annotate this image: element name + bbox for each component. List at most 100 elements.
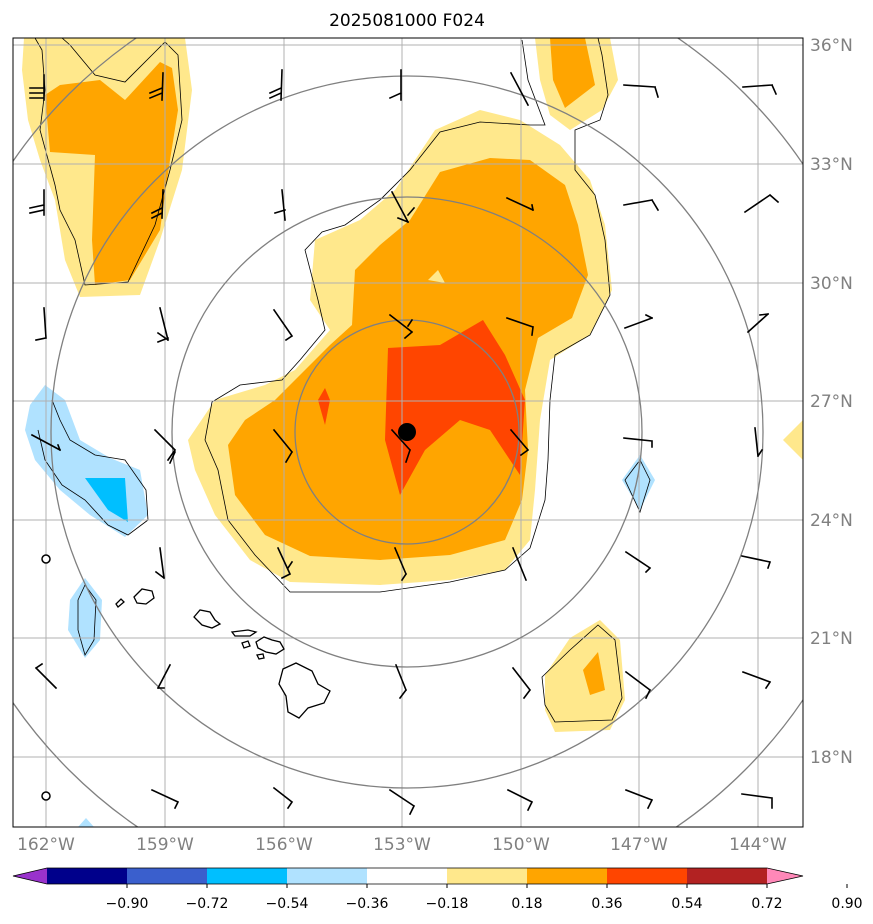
wind-barb bbox=[746, 312, 770, 334]
colorbar-tick-label: 0.18 bbox=[511, 896, 542, 912]
shade-yellow-edge-east bbox=[783, 420, 803, 460]
wind-barb bbox=[156, 663, 172, 690]
island-hawaii bbox=[278, 662, 331, 719]
lon-label-156w: 156°W bbox=[255, 835, 313, 855]
wind-barb bbox=[511, 666, 532, 700]
colorbar-tick-label: 0.36 bbox=[591, 896, 622, 912]
colorbar-segment bbox=[607, 868, 688, 884]
colorbar: −0.90 −0.72 −0.54 −0.36 −0.18 0.18 0.36 0.54 0.7… bbox=[12, 867, 863, 912]
range-ring-2 bbox=[171, 196, 643, 668]
wind-barb bbox=[742, 83, 778, 96]
wind-barb bbox=[29, 189, 45, 216]
island-kahoolawe bbox=[256, 653, 265, 660]
wind-barb bbox=[272, 428, 294, 464]
shade-red-small bbox=[318, 388, 330, 425]
small-islands bbox=[41, 554, 51, 801]
wind-barb bbox=[274, 189, 286, 221]
colorbar-segment bbox=[47, 868, 128, 884]
colorbar-tick-label: −0.72 bbox=[186, 896, 229, 912]
wind-barb bbox=[388, 69, 403, 101]
shade-yellow-notch bbox=[428, 270, 445, 283]
wind-barb bbox=[34, 662, 58, 690]
contour-east-blue bbox=[624, 459, 651, 514]
colorbar-segment bbox=[527, 868, 608, 884]
lon-label-147w: 147°W bbox=[610, 835, 668, 855]
wind-barb bbox=[623, 313, 654, 330]
colorbar-tick-label: 0.72 bbox=[751, 896, 782, 912]
wind-barb bbox=[393, 546, 408, 582]
contour-top bbox=[204, 38, 611, 593]
shaded-fields bbox=[22, 38, 803, 827]
wind-barb bbox=[623, 198, 660, 212]
island-niihau bbox=[115, 598, 125, 608]
wind-barb bbox=[754, 427, 764, 458]
range-ring-1 bbox=[294, 319, 520, 545]
wind-barb bbox=[741, 670, 772, 690]
colorbar-segment bbox=[687, 868, 768, 884]
colorbar-segment bbox=[207, 868, 288, 884]
contour-se bbox=[541, 624, 623, 723]
wind-barb bbox=[156, 307, 170, 344]
shade-skyblue-west bbox=[85, 478, 128, 522]
colorbar-tick-label: 0.90 bbox=[831, 896, 862, 912]
lon-label-162w: 162°W bbox=[17, 835, 75, 855]
island-maui bbox=[255, 636, 285, 655]
colorbar-outline bbox=[12, 867, 804, 885]
shade-red-central bbox=[385, 320, 525, 495]
lon-labels: 162°W 159°W 156°W 153°W 150°W 147°W 144°… bbox=[17, 835, 787, 855]
wind-barb bbox=[509, 71, 530, 107]
lat-label-21n: 21°N bbox=[810, 629, 853, 649]
colorbar-segment bbox=[447, 868, 528, 884]
wind-barb bbox=[394, 663, 408, 700]
lat-label-36n: 36°N bbox=[810, 36, 853, 56]
colorbar-segment bbox=[287, 868, 368, 884]
wind-barb bbox=[388, 313, 414, 340]
colorbar-extend-low bbox=[13, 868, 47, 884]
wind-barb bbox=[505, 316, 535, 336]
wind-barb bbox=[35, 307, 47, 341]
range-ring-3 bbox=[50, 75, 764, 789]
lat-label-30n: 30°N bbox=[810, 274, 853, 294]
wind-barb bbox=[623, 84, 659, 98]
wind-barb bbox=[30, 433, 62, 452]
lat-label-18n: 18°N bbox=[810, 748, 853, 768]
wind-barb bbox=[624, 788, 654, 810]
lat-labels: 36°N 33°N 30°N 27°N 24°N 21°N 18°N bbox=[810, 36, 853, 768]
plot-frame bbox=[12, 37, 804, 828]
wind-barb bbox=[272, 308, 294, 342]
wind-barb bbox=[29, 74, 45, 101]
wind-barb bbox=[150, 189, 164, 220]
lon-label-144w: 144°W bbox=[729, 835, 787, 855]
island-dot-2 bbox=[41, 791, 51, 801]
wind-barb bbox=[154, 547, 166, 580]
island-dot-1 bbox=[41, 554, 51, 564]
wind-barb bbox=[509, 428, 530, 457]
wind-barb bbox=[148, 72, 164, 101]
island-lanai bbox=[241, 640, 251, 649]
lat-label-24n: 24°N bbox=[810, 511, 853, 531]
contour-nw bbox=[34, 38, 183, 286]
colorbar-extend-high bbox=[767, 868, 803, 884]
wind-barb bbox=[150, 788, 180, 810]
lat-label-27n: 27°N bbox=[810, 392, 853, 412]
lat-label-33n: 33°N bbox=[810, 155, 853, 175]
island-molokai bbox=[230, 629, 258, 637]
wind-barbs bbox=[29, 69, 780, 816]
lon-label-159w: 159°W bbox=[136, 835, 194, 855]
wind-barb bbox=[272, 786, 294, 810]
wind-barb bbox=[511, 546, 528, 582]
colorbar-tick-label: −0.90 bbox=[106, 896, 149, 912]
shade-blue-edge-bottom bbox=[78, 818, 94, 827]
shade-orange-top bbox=[550, 38, 595, 108]
colorbar-tick-label: −0.18 bbox=[426, 896, 469, 912]
wind-barb bbox=[741, 555, 772, 570]
wind-barb bbox=[505, 196, 535, 212]
wind-barb bbox=[506, 788, 534, 812]
wind-barb bbox=[390, 428, 412, 464]
island-oahu bbox=[193, 609, 222, 629]
wind-barb bbox=[623, 437, 653, 448]
colorbar-tick-label: −0.36 bbox=[346, 896, 389, 912]
wind-barb bbox=[388, 788, 416, 816]
